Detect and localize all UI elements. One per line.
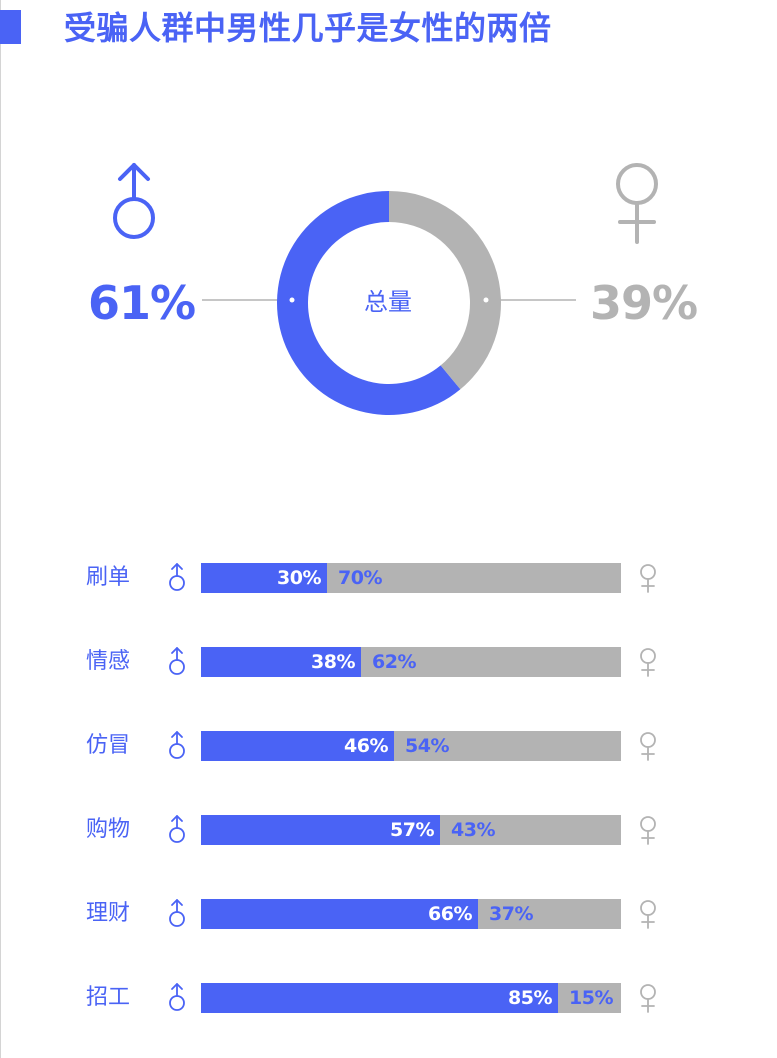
bar-value-male: 38% [311, 651, 355, 673]
donut-center-label: 总量 [364, 288, 412, 316]
male-symbol-icon [169, 731, 185, 759]
page-title: 受骗人群中男性几乎是女性的两倍 [64, 9, 552, 47]
bar-value-male: 85% [508, 987, 552, 1009]
bar-category-label: 情感 [86, 649, 131, 674]
male-symbol-icon [169, 563, 185, 591]
bar-segment-female [440, 815, 621, 845]
male-symbol-icon [169, 815, 185, 843]
bar-segment-male [201, 647, 361, 677]
bar-value-female: 15% [569, 987, 613, 1009]
bar-segment-male [201, 731, 394, 761]
female-total-value: 39% [590, 276, 698, 330]
bar-segment-female [327, 563, 621, 593]
female-symbol-icon [616, 163, 658, 244]
donut-slice-male [277, 191, 461, 415]
left-border [0, 0, 1, 1058]
male-symbol-icon [113, 163, 155, 239]
bar-segment-male [201, 815, 440, 845]
bar-segment-female [478, 899, 621, 929]
bar-value-female: 70% [338, 567, 382, 589]
bar-category-label: 刷单 [86, 565, 131, 590]
male-connector-dot [289, 297, 295, 303]
female-symbol-icon [640, 564, 656, 593]
bar-category-label: 仿冒 [86, 733, 131, 758]
bar-value-male: 30% [277, 567, 321, 589]
female-symbol-icon [640, 984, 656, 1013]
bar-segment-female [361, 647, 621, 677]
bar-segment-male [201, 563, 327, 593]
bar-value-female: 62% [372, 651, 416, 673]
female-connector-dot [483, 297, 489, 303]
bar-segment-female [558, 983, 621, 1013]
bar-segment-female [394, 731, 621, 761]
bar-segment-male [201, 983, 558, 1013]
male-total-value: 61% [88, 276, 196, 330]
female-symbol-icon [640, 732, 656, 761]
bar-value-male: 57% [390, 819, 434, 841]
bar-value-male: 46% [344, 735, 388, 757]
male-symbol-icon [169, 647, 185, 675]
bar-value-female: 54% [405, 735, 449, 757]
bar-category-label: 招工 [86, 985, 131, 1010]
bar-value-male: 66% [428, 903, 472, 925]
female-symbol-icon [640, 900, 656, 929]
bar-category-label: 理财 [86, 901, 131, 926]
male-symbol-icon [169, 983, 185, 1011]
bar-value-female: 37% [489, 903, 533, 925]
title-marker [0, 10, 21, 44]
male-symbol-icon [169, 899, 185, 927]
female-symbol-icon [640, 816, 656, 845]
bar-value-female: 43% [451, 819, 495, 841]
female-symbol-icon [640, 648, 656, 677]
donut-slice-female [389, 190, 502, 390]
bar-segment-male [201, 899, 478, 929]
bar-category-label: 购物 [86, 817, 131, 842]
